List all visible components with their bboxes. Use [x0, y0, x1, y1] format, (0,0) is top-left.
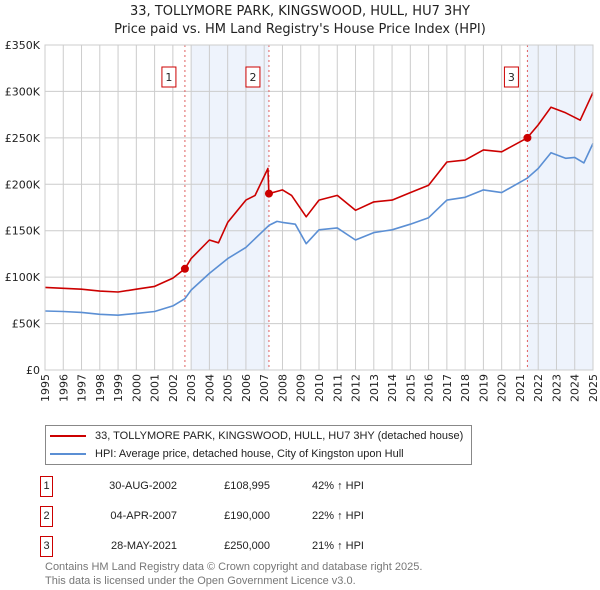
- x-tick-label: 2017: [441, 374, 454, 402]
- x-tick-label: 2008: [276, 374, 289, 402]
- sale-point: [264, 189, 273, 198]
- price-chart: 1995 1996 1997 1998 1999 2000 2001 2002 2003 2004…: [5, 39, 600, 402]
- transaction-marker: 1: [40, 476, 53, 497]
- sale-point: [180, 264, 189, 273]
- shaded-range: [191, 45, 269, 370]
- transaction-price: £250,000: [224, 540, 270, 552]
- x-tick-label: 1998: [94, 374, 107, 402]
- legend-swatch-red: [50, 435, 86, 437]
- transaction-price: £108,995: [224, 480, 270, 492]
- x-tick-label: 2000: [130, 374, 143, 402]
- transaction-row: 2 04-APR-2007 £190,000 22% ↑ HPI: [40, 506, 440, 528]
- y-tick-label: £350K: [5, 39, 41, 52]
- x-tick-label: 2011: [331, 374, 344, 402]
- x-tick-label: 2015: [404, 374, 417, 402]
- legend-label: HPI: Average price, detached house, City…: [95, 448, 404, 460]
- shaded-range: [527, 45, 593, 370]
- y-tick-label: £300K: [5, 85, 41, 98]
- x-tick-label: 2002: [167, 374, 180, 402]
- transaction-date: 30-AUG-2002: [109, 480, 177, 492]
- sale-label: 2: [249, 71, 256, 84]
- y-tick-label: £200K: [5, 178, 41, 191]
- x-tick-label: 2021: [514, 374, 527, 402]
- x-tick-label: 2007: [258, 374, 271, 402]
- x-tick-label: 2016: [423, 374, 436, 402]
- x-tick-label: 2022: [532, 374, 545, 402]
- transaction-hpi: 42% ↑ HPI: [312, 480, 364, 492]
- x-tick-label: 1996: [57, 374, 70, 402]
- plot-border: [44, 44, 594, 371]
- x-tick-label: 1995: [39, 374, 52, 402]
- transaction-row: 3 28-MAY-2021 £250,000 21% ↑ HPI: [40, 536, 440, 558]
- x-tick-label: 2023: [550, 374, 563, 402]
- x-tick-label: 2013: [368, 374, 381, 402]
- transaction-hpi: 21% ↑ HPI: [312, 540, 364, 552]
- x-tick-label: 2006: [240, 374, 253, 402]
- sale-label: 1: [165, 71, 172, 84]
- x-tick-label: 2004: [203, 374, 216, 402]
- transaction-date: 28-MAY-2021: [110, 540, 177, 552]
- y-tick-label: £50K: [12, 318, 41, 331]
- x-tick-label: 2003: [185, 374, 198, 402]
- transaction-date: 04-APR-2007: [110, 510, 177, 522]
- transaction-marker: 2: [40, 506, 53, 527]
- chart-title: 33, TOLLYMORE PARK, KINGSWOOD, HULL, HU7…: [130, 4, 470, 19]
- footer-licence: This data is licensed under the Open Gov…: [45, 575, 356, 587]
- chart-legend: 33, TOLLYMORE PARK, KINGSWOOD, HULL, HU7…: [45, 425, 473, 465]
- x-tick-label: 2010: [313, 374, 326, 402]
- transaction-marker: 3: [40, 536, 53, 557]
- x-tick-label: 2001: [149, 374, 162, 402]
- y-tick-label: £150K: [5, 225, 41, 238]
- x-tick-label: 2024: [569, 374, 582, 402]
- x-tick-label: 2012: [350, 374, 363, 402]
- legend-label: 33, TOLLYMORE PARK, KINGSWOOD, HULL, HU7…: [95, 430, 464, 442]
- x-tick-label: 2005: [222, 374, 235, 402]
- x-tick-label: 1999: [112, 374, 125, 402]
- chart-subtitle: Price paid vs. HM Land Registry's House …: [114, 22, 486, 37]
- x-tick-label: 1997: [76, 374, 89, 402]
- sale-point: [523, 133, 532, 142]
- sale-label-box: [161, 66, 177, 88]
- sale-label-box: [503, 66, 519, 88]
- x-tick-label: 2025: [587, 374, 600, 402]
- y-tick-label: £100K: [5, 271, 41, 284]
- x-tick-label: 2014: [386, 374, 399, 402]
- sale-label: 3: [508, 71, 515, 84]
- transaction-price: £190,000: [224, 510, 270, 522]
- legend-item-hpi: HPI: Average price, detached house, City…: [50, 445, 463, 463]
- footer-copyright: Contains HM Land Registry data © Crown c…: [45, 561, 423, 573]
- legend-swatch-blue: [50, 453, 86, 455]
- transaction-hpi: 22% ↑ HPI: [312, 510, 364, 522]
- transaction-row: 1 30-AUG-2002 £108,995 42% ↑ HPI: [40, 476, 440, 498]
- x-tick-label: 2018: [459, 374, 472, 402]
- x-tick-label: 2020: [496, 374, 509, 402]
- y-tick-label: £250K: [5, 132, 41, 145]
- hpi-line: [44, 143, 594, 317]
- x-tick-label: 2009: [295, 374, 308, 402]
- x-tick-label: 2019: [477, 374, 490, 402]
- property-price-line: [44, 92, 594, 293]
- sale-label-box: [245, 66, 261, 88]
- y-tick-label: £0: [26, 364, 40, 377]
- legend-item-property: 33, TOLLYMORE PARK, KINGSWOOD, HULL, HU7…: [50, 427, 463, 445]
